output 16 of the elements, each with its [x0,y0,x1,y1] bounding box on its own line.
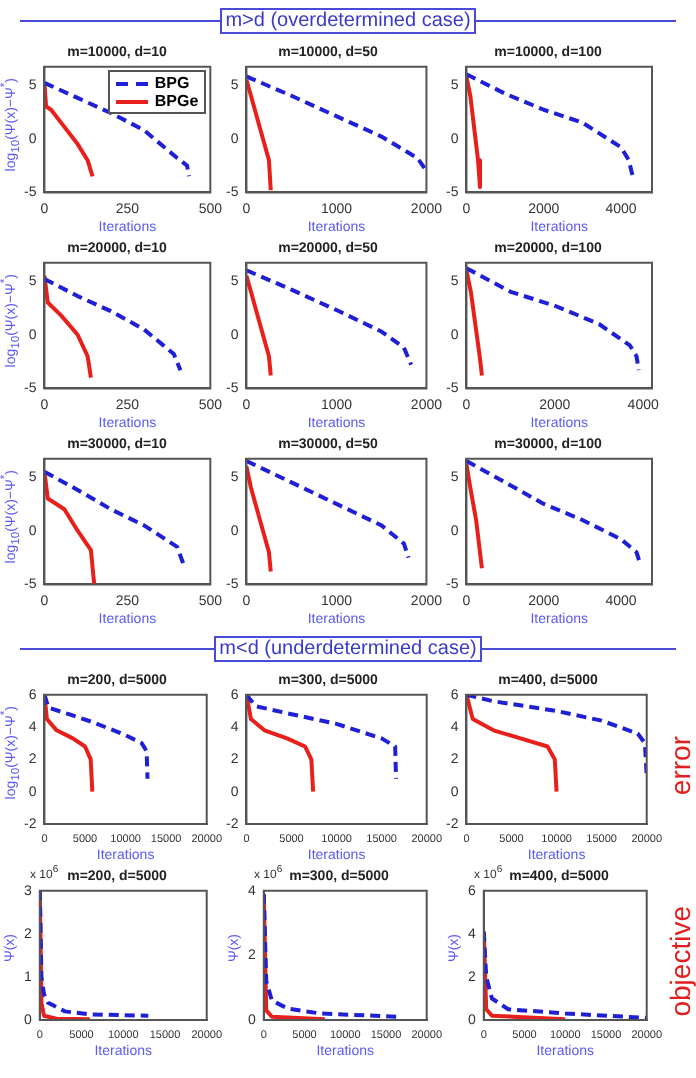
line-series [44,469,186,568]
line-series [246,458,411,560]
text: m<d (underdetermined case) [213,635,483,661]
line-series [44,276,183,373]
line-series [246,694,399,781]
line-series [246,74,427,173]
line-series [44,694,150,781]
legend-label: BPGe [154,92,199,111]
line-series [466,694,647,778]
text: error [664,736,696,796]
line-series [466,266,641,373]
line-series [466,72,635,179]
legend-label: BPG [154,74,190,93]
text: m>d (overdetermined case) [219,7,477,33]
text: objective [664,906,696,1018]
line-series [246,268,414,367]
